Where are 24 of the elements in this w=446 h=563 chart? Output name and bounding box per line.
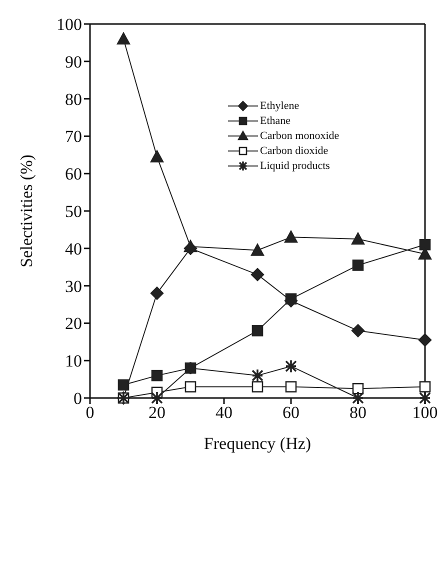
x-tick-label: 0 [86,403,94,422]
y-tick-label: 60 [65,164,82,184]
y-tick-label: 10 [65,352,82,371]
x-tick-label: 60 [282,403,300,422]
legend-label: Ethylene [260,100,300,112]
x-tick-label: 100 [412,403,438,422]
legend-label: Carbon monoxide [260,130,340,142]
y-tick-label: 40 [65,239,82,258]
y-tick-label: 20 [65,314,82,334]
y-tick-label: 0 [74,389,82,408]
y-tick-label: 100 [56,15,82,34]
x-tick-label: 20 [148,403,166,422]
y-tick-label: 70 [65,127,82,146]
x-tick-label: 40 [216,403,232,422]
y-tick-label: 80 [65,90,82,109]
legend-label: Ethane [260,114,291,126]
legend-label: Liquid products [260,160,330,172]
y-tick-label: 30 [65,276,82,296]
y-tick-label: 90 [65,52,82,72]
x-tick-label: 80 [350,403,366,422]
y-tick-label: 50 [65,202,82,222]
legend-label: Carbon dioxide [260,144,328,156]
x-axis-title: Frequency (Hz) [204,434,312,453]
y-axis-title: Selectivities (%) [17,154,36,268]
